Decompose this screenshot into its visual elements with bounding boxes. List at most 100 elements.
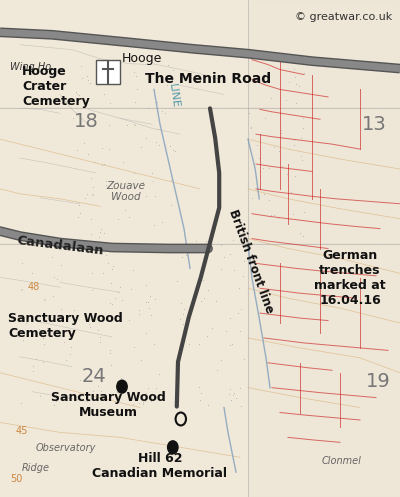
Point: [266, 165, 272, 172]
Point: [181, 305, 188, 313]
Point: [109, 183, 116, 191]
Point: [194, 240, 200, 248]
Text: 24: 24: [82, 367, 106, 386]
Point: [72, 396, 78, 404]
Text: © greatwar.co.uk: © greatwar.co.uk: [295, 12, 392, 22]
Point: [131, 120, 138, 128]
Point: [126, 213, 132, 221]
Point: [178, 299, 184, 307]
Point: [28, 269, 35, 277]
Point: [231, 266, 237, 274]
Point: [179, 253, 185, 261]
Point: [142, 298, 149, 306]
Point: [196, 340, 202, 348]
Point: [156, 370, 162, 378]
Point: [237, 384, 244, 392]
Point: [180, 243, 186, 251]
Point: [109, 264, 116, 272]
Point: [90, 191, 96, 199]
Point: [286, 78, 292, 85]
Point: [75, 213, 81, 221]
Point: [152, 295, 158, 303]
Point: [170, 146, 176, 154]
Point: [100, 90, 107, 98]
Point: [260, 190, 267, 198]
Point: [196, 384, 202, 392]
Point: [276, 147, 282, 155]
Point: [100, 269, 106, 277]
Point: [42, 296, 48, 304]
Text: LINE: LINE: [167, 83, 181, 108]
Point: [76, 121, 83, 129]
Point: [158, 218, 165, 226]
Point: [227, 250, 233, 258]
Bar: [248, 0, 400, 497]
Point: [91, 158, 97, 166]
Point: [30, 241, 37, 249]
Point: [279, 163, 286, 170]
Point: [292, 172, 298, 180]
Point: [103, 250, 109, 258]
Point: [163, 81, 170, 88]
Point: [40, 358, 46, 366]
Point: [230, 391, 236, 399]
Point: [130, 266, 137, 274]
Point: [166, 142, 173, 150]
Text: British front line: British front line: [226, 207, 276, 315]
Point: [39, 334, 46, 342]
Point: [271, 143, 278, 151]
Point: [71, 306, 77, 314]
Point: [179, 310, 186, 318]
Point: [20, 336, 27, 344]
Point: [290, 210, 296, 218]
Point: [180, 321, 187, 329]
Point: [145, 298, 151, 306]
Point: [132, 121, 138, 129]
Point: [148, 398, 154, 406]
Point: [121, 242, 128, 250]
Text: German
trenches
marked at
16.04.16: German trenches marked at 16.04.16: [314, 249, 386, 307]
Point: [247, 124, 254, 132]
Point: [150, 221, 157, 229]
Point: [284, 170, 290, 178]
Point: [44, 324, 50, 331]
Point: [174, 277, 180, 285]
Point: [200, 276, 206, 284]
Point: [275, 214, 281, 222]
Point: [48, 311, 54, 319]
Point: [169, 75, 176, 83]
Point: [168, 176, 174, 184]
Point: [231, 389, 237, 397]
Point: [148, 311, 154, 319]
Point: [198, 298, 204, 306]
Point: [193, 237, 200, 245]
Point: [291, 136, 297, 144]
Point: [120, 158, 127, 166]
Point: [283, 96, 290, 104]
Point: [76, 91, 82, 99]
Point: [168, 201, 174, 209]
Point: [183, 251, 190, 259]
Point: [288, 188, 294, 196]
Point: [268, 211, 275, 219]
Point: [226, 390, 232, 398]
Text: Zouave
Wood: Zouave Wood: [106, 180, 146, 202]
Point: [260, 164, 266, 171]
Point: [293, 81, 300, 88]
Point: [142, 397, 148, 405]
Point: [149, 169, 156, 177]
Point: [150, 177, 156, 185]
Point: [208, 240, 215, 248]
Point: [103, 181, 109, 189]
Point: [145, 104, 151, 112]
Point: [165, 61, 171, 69]
Text: Hooge
Crater
Cemetery: Hooge Crater Cemetery: [22, 66, 90, 108]
Point: [152, 192, 159, 200]
Point: [142, 281, 149, 289]
Point: [99, 161, 106, 169]
Text: Hill 62
Canadian Memorial: Hill 62 Canadian Memorial: [92, 452, 228, 480]
Point: [301, 69, 307, 77]
Point: [56, 330, 62, 338]
Point: [106, 145, 112, 153]
Point: [88, 230, 94, 238]
